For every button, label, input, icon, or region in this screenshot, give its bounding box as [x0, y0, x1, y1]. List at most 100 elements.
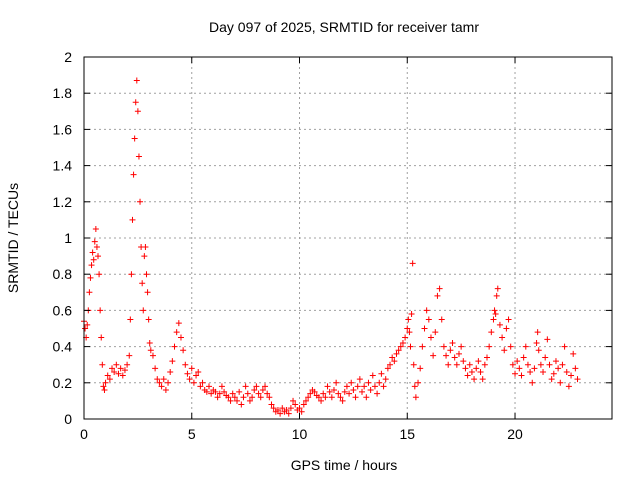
data-point	[361, 383, 368, 390]
data-point	[240, 394, 247, 401]
data-point	[371, 383, 378, 390]
data-point	[402, 334, 409, 341]
data-point	[186, 376, 193, 383]
data-point	[117, 365, 124, 372]
data-point	[378, 370, 385, 377]
data-point	[339, 397, 346, 404]
data-point	[113, 361, 120, 368]
data-point	[180, 347, 187, 354]
data-point	[473, 365, 480, 372]
data-point	[96, 271, 103, 278]
data-point	[162, 387, 169, 394]
data-point	[430, 352, 437, 359]
data-point	[350, 387, 357, 394]
y-tick-label: 1.4	[53, 158, 73, 174]
data-point	[382, 376, 389, 383]
data-point	[167, 368, 174, 375]
data-point	[152, 365, 159, 372]
data-point	[274, 406, 281, 413]
data-point	[142, 244, 149, 251]
plot-frame	[83, 56, 613, 420]
data-point	[346, 390, 353, 397]
data-point	[190, 379, 197, 386]
data-point	[109, 365, 116, 372]
data-point	[488, 329, 495, 336]
data-point	[359, 388, 366, 395]
data-point	[486, 343, 493, 350]
data-point	[443, 352, 450, 359]
data-point	[322, 394, 329, 401]
data-point	[537, 361, 544, 368]
data-point	[455, 350, 462, 357]
data-point	[318, 397, 325, 404]
data-point	[236, 388, 243, 395]
y-tick-label: 0.2	[53, 375, 73, 391]
data-point	[193, 372, 200, 379]
data-point	[137, 198, 144, 205]
data-point	[417, 365, 424, 372]
data-point	[440, 343, 447, 350]
data-point	[376, 379, 383, 386]
data-point	[165, 379, 172, 386]
data-point	[221, 388, 228, 395]
data-point	[227, 397, 234, 404]
y-tick-label: 2	[64, 49, 72, 65]
data-point	[225, 394, 232, 401]
data-point	[425, 316, 432, 323]
data-point	[93, 244, 100, 251]
data-point	[141, 253, 148, 260]
data-point	[214, 394, 221, 401]
data-point	[411, 383, 418, 390]
y-tick-label: 0.6	[53, 302, 73, 318]
data-point	[129, 216, 136, 223]
data-point	[458, 343, 465, 350]
data-point	[570, 350, 577, 357]
data-point	[82, 325, 89, 332]
data-point	[393, 350, 400, 357]
data-point	[126, 352, 133, 359]
data-point	[87, 274, 94, 281]
data-point	[171, 343, 178, 350]
data-point	[348, 379, 355, 386]
data-point	[335, 390, 342, 397]
data-point	[124, 361, 131, 368]
data-point	[548, 376, 555, 383]
data-point	[249, 394, 256, 401]
data-point	[216, 390, 223, 397]
data-point	[415, 379, 422, 386]
x-tick-label: 5	[188, 426, 196, 442]
data-point	[182, 361, 189, 368]
data-point	[84, 321, 91, 328]
data-point	[409, 260, 416, 267]
data-point	[531, 365, 538, 372]
data-point	[330, 387, 337, 394]
data-point	[341, 388, 348, 395]
data-point	[391, 358, 398, 365]
data-point	[131, 135, 138, 142]
data-point	[296, 405, 303, 412]
data-point	[380, 383, 387, 390]
data-point	[305, 394, 312, 401]
data-point	[212, 388, 219, 395]
data-point	[251, 387, 258, 394]
data-point	[423, 307, 430, 314]
data-point	[453, 361, 460, 368]
data-point	[234, 397, 241, 404]
data-point	[408, 311, 415, 318]
data-point	[471, 376, 478, 383]
data-point	[559, 361, 566, 368]
data-point	[277, 410, 284, 417]
data-point	[533, 339, 540, 346]
data-point	[496, 321, 503, 328]
data-point	[99, 361, 106, 368]
data-point	[92, 225, 99, 232]
data-point	[218, 383, 225, 390]
data-point	[529, 379, 536, 386]
data-point	[128, 271, 135, 278]
data-point	[412, 394, 419, 401]
data-point	[337, 394, 344, 401]
data-point	[546, 361, 553, 368]
data-point	[307, 390, 314, 397]
data-point	[445, 361, 452, 368]
